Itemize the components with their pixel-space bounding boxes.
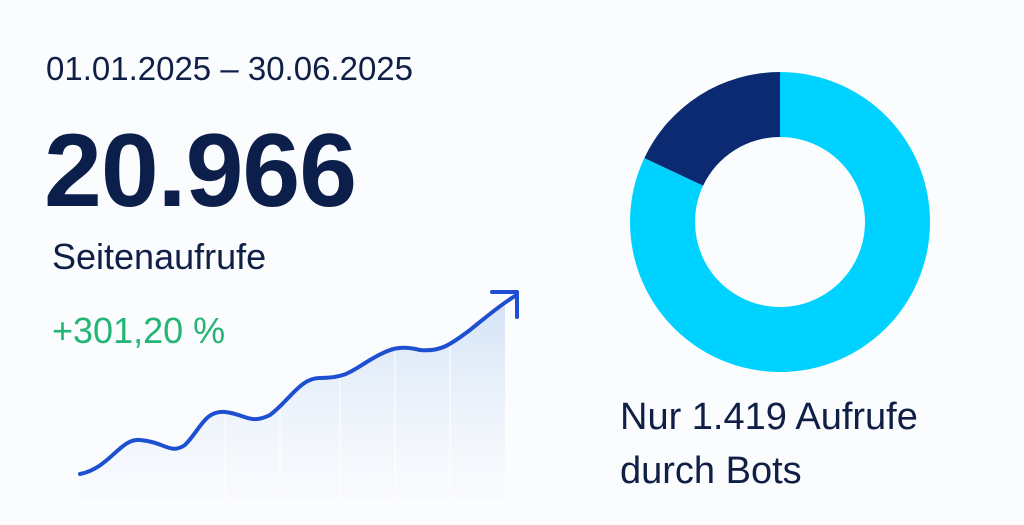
change: +301,20 % — [52, 310, 226, 351]
total-value: 20.966 — [44, 113, 357, 229]
trend-line — [78, 294, 517, 476]
donut-segment — [644, 72, 780, 186]
donut — [630, 72, 931, 372]
donut-segment — [630, 72, 931, 372]
total-label: Seitenaufrufe — [52, 236, 267, 277]
trend-area — [80, 302, 505, 500]
caption: Nur 1.419 Aufrufe — [620, 396, 918, 438]
trend-dividers — [224, 346, 451, 500]
period: 01.01.2025 – 30.06.2025 — [46, 50, 414, 87]
trend-arrow — [490, 290, 519, 319]
caption: durch Bots — [620, 450, 802, 492]
